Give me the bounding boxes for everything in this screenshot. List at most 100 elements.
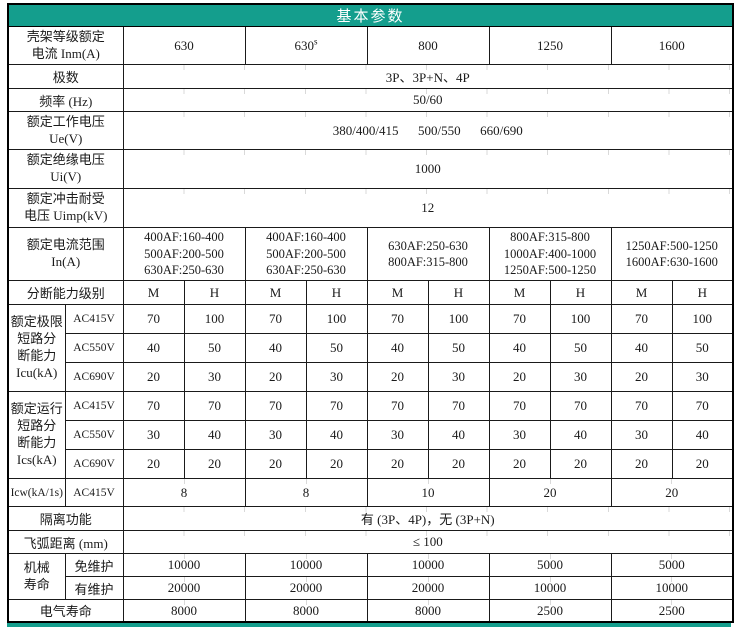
icw-cell: 8: [244, 478, 368, 507]
row-label-frame-current: 壳架等级额定 电流 Inm(A): [7, 26, 124, 65]
level-cell: M: [488, 280, 551, 305]
impulse-voltage-row: 额定冲击耐受 电压 Uimp(kV) 12: [7, 188, 734, 228]
ics-cell: 40: [549, 420, 612, 450]
level-cell: H: [183, 280, 246, 305]
ics-cell: 70: [671, 391, 734, 421]
rated-insulation-voltage-row: 额定绝缘电压 Ui(V) 1000: [7, 149, 734, 189]
arc-distance-row: 飞弧距离 (mm) ≤ 100: [7, 530, 734, 554]
ics-cell: 20: [244, 449, 307, 479]
ics-cell: 30: [610, 420, 673, 450]
icw-cell: 20: [610, 478, 734, 507]
ics-cell: 20: [183, 449, 246, 479]
frame-current-cell: 1250: [488, 26, 612, 65]
icw-cell: 8: [122, 478, 246, 507]
ics-cell: 70: [366, 391, 429, 421]
row-label-ics: 额定运行 短路分 断能力 Ics(kA): [7, 391, 66, 479]
icu-ac690-row: AC690V 20 30 20 30 20 30 20 30 20 30: [8, 362, 734, 392]
ics-cell: 20: [488, 449, 551, 479]
sub-label-ac550v: AC550V: [64, 333, 124, 363]
level-cell: H: [305, 280, 368, 305]
icu-cell: 30: [549, 362, 612, 392]
icu-cell: 100: [183, 304, 246, 334]
in-range-cell: 400AF:160-400 500AF:200-500 630AF:250-63…: [122, 227, 246, 281]
table-title: 基本参数: [7, 3, 734, 27]
level-cell: H: [427, 280, 490, 305]
ics-cell: 20: [305, 449, 368, 479]
level-cell: M: [244, 280, 307, 305]
in-range-cell: 1250AF:500-1250 1600AF:630-1600: [610, 227, 734, 281]
icu-cell: 50: [671, 333, 734, 363]
row-label-ue: 额定工作电压 Ue(V): [7, 111, 124, 150]
ue-value-cell: 380/400/415 500/550 660/690: [122, 111, 734, 150]
ics-cell: 30: [122, 420, 185, 450]
row-label-icu: 额定极限 短路分 断能力 Icu(kA): [7, 304, 66, 392]
isolation-value-cell: 有 (3P、4P)，无 (3P+N): [122, 506, 734, 531]
ui-value-cell: 1000: [122, 149, 734, 189]
icu-cell: 20: [610, 362, 673, 392]
icu-cell: 50: [305, 333, 368, 363]
elec-life-cell: 8000: [244, 599, 368, 623]
icu-ac415-row: 额定极限 短路分 断能力 Icu(kA) AC415V 70 100 70 10…: [7, 304, 734, 392]
superscript-s: s: [313, 36, 318, 47]
icu-cell: 30: [671, 362, 734, 392]
mech-life-cell: 10000: [488, 576, 612, 600]
frame-current-cell: 1600: [610, 26, 734, 65]
title-row: 基本参数: [7, 3, 734, 27]
icu-cell: 70: [366, 304, 429, 334]
ics-cell: 70: [549, 391, 612, 421]
level-cell: H: [549, 280, 612, 305]
row-label-icw: Icw(kA/1s): [7, 478, 66, 507]
icu-cell: 20: [366, 362, 429, 392]
icu-cell: 50: [549, 333, 612, 363]
icu-cell: 100: [305, 304, 368, 334]
ics-ac415-row: 额定运行 短路分 断能力 Ics(kA) AC415V 70 70 70 70 …: [7, 391, 734, 479]
basic-parameters-table: 基本参数 壳架等级额定 电流 Inm(A) 630 630s 800 1250 …: [7, 3, 735, 623]
icu-cell: 30: [183, 362, 246, 392]
in-range-cell: 630AF:250-630 800AF:315-800: [366, 227, 490, 281]
elec-life-cell: 2500: [488, 599, 612, 623]
ics-cell: 70: [427, 391, 490, 421]
mech-life-cell: 10000: [244, 553, 368, 577]
ics-cell: 20: [366, 449, 429, 479]
icu-cell: 70: [244, 304, 307, 334]
ics-cell: 40: [427, 420, 490, 450]
icw-cell: 10: [366, 478, 490, 507]
ics-ac550-row: AC550V 30 40 30 40 30 40 30 40 30 40: [8, 420, 734, 450]
mech-life-cell: 20000: [366, 576, 490, 600]
elec-life-cell: 8000: [366, 599, 490, 623]
sub-label-ac415v: AC415V: [64, 304, 124, 334]
icu-cell: 40: [244, 333, 307, 363]
arc-distance-value-cell: ≤ 100: [122, 530, 734, 554]
level-cell: M: [122, 280, 185, 305]
row-label-electrical-life: 电气寿命: [7, 599, 124, 623]
icu-cell: 40: [488, 333, 551, 363]
frequency-value-cell: 50/60: [122, 88, 734, 112]
frequency-row: 频率 (Hz) 50/60: [7, 88, 734, 112]
mech-life-cell: 10000: [122, 553, 246, 577]
row-label-in-range: 额定电流范围 In(A): [7, 227, 124, 281]
ics-cell: 20: [610, 449, 673, 479]
row-label-poles: 极数: [7, 64, 124, 89]
sub-label-ac690v: AC690V: [64, 362, 124, 392]
in-range-cell: 400AF:160-400 500AF:200-500 630AF:250-63…: [244, 227, 368, 281]
icw-cell: 20: [488, 478, 612, 507]
mech-life-cell: 10000: [610, 576, 734, 600]
ics-ac690-row: AC690V 20 20 20 20 20 20 20 20 20 20: [8, 449, 734, 479]
icu-ac550-row: AC550V 40 50 40 50 40 50 40 50 40 50: [8, 333, 734, 363]
icu-cell: 100: [671, 304, 734, 334]
frame-current-value: 630: [294, 37, 314, 53]
elec-life-cell: 8000: [122, 599, 246, 623]
ics-cell: 70: [244, 391, 307, 421]
mech-life-cell: 5000: [488, 553, 612, 577]
row-label-uimp: 额定冲击耐受 电压 Uimp(kV): [7, 188, 124, 228]
frame-current-row: 壳架等级额定 电流 Inm(A) 630 630s 800 1250 1600: [7, 26, 734, 65]
ics-cell: 20: [671, 449, 734, 479]
mech-life-cell: 5000: [610, 553, 734, 577]
icu-cell: 30: [427, 362, 490, 392]
row-label-breaking-level: 分断能力级别: [7, 280, 124, 305]
poles-value-cell: 3P、3P+N、4P: [122, 64, 734, 89]
ics-cell: 30: [366, 420, 429, 450]
icu-cell: 40: [366, 333, 429, 363]
ics-cell: 70: [122, 391, 185, 421]
ics-cell: 40: [183, 420, 246, 450]
